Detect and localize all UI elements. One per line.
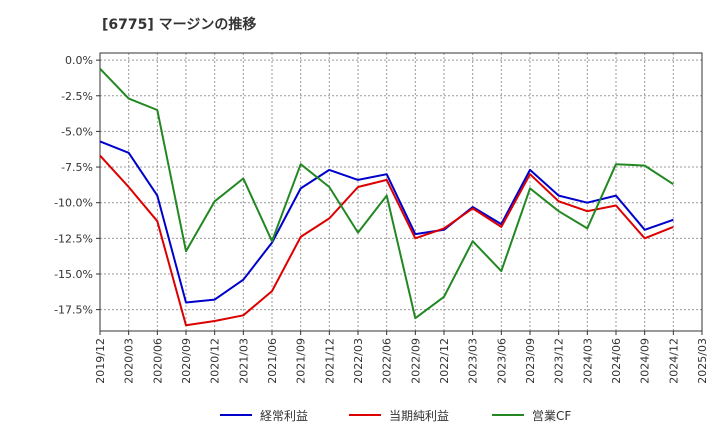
x-tick-label: 2021/06: [266, 338, 279, 384]
y-tick-label: -7.5%: [61, 161, 93, 174]
x-tick-label: 2020/09: [180, 338, 193, 384]
legend-label: 当期純利益: [389, 409, 449, 423]
x-tick-label: 2024/09: [639, 338, 652, 384]
x-tick-label: 2022/06: [381, 338, 394, 384]
x-tick-label: 2021/12: [323, 338, 336, 384]
x-tick-label: 2023/09: [524, 338, 537, 384]
y-tick-label: 0.0%: [65, 54, 93, 67]
legend-label: 営業CF: [532, 409, 571, 423]
series-lines: [99, 68, 674, 327]
x-tick-label: 2024/12: [667, 338, 680, 384]
y-tick-label: -2.5%: [61, 90, 93, 103]
x-tick-label: 2020/12: [209, 338, 222, 384]
x-tick-label: 2024/03: [581, 338, 594, 384]
x-tick-label: 2023/06: [495, 338, 508, 384]
series-line-1: [99, 140, 674, 304]
x-tick-label: 2025/03: [696, 338, 709, 384]
x-tick-label: 2023/03: [467, 338, 480, 384]
series-line-2: [99, 154, 674, 327]
y-tick-label: -10.0%: [54, 197, 93, 210]
x-tick-label: 2023/12: [553, 338, 566, 384]
x-tick-label: 2024/06: [610, 338, 623, 384]
y-axis-ticks: 0.0% -2.5% -5.0% -7.5% -10.0% -12.5% -15.0% -17…: [54, 54, 100, 317]
legend-label: 経常利益: [260, 409, 308, 423]
x-tick-label: 2021/09: [295, 338, 308, 384]
grid-lines: [100, 53, 702, 331]
x-tick-label: 2022/12: [438, 338, 451, 384]
y-tick-label: -5.0%: [61, 125, 93, 138]
legend: 経常利益 当期純利益 営業CF: [220, 409, 571, 423]
x-tick-label: 2020/06: [151, 338, 164, 384]
x-tick-label: 2021/03: [237, 338, 250, 384]
x-axis-ticks: 2019/12 2020/03 2020/06 2020/09 2020/12 2021/…: [94, 331, 709, 384]
y-tick-label: -12.5%: [54, 232, 93, 245]
x-tick-label: 2022/03: [352, 338, 365, 384]
y-tick-label: -17.5%: [54, 304, 93, 317]
chart-title: [6775] マージンの推移: [102, 17, 257, 33]
x-tick-label: 2019/12: [94, 338, 107, 384]
x-tick-label: 2022/09: [409, 338, 422, 384]
y-tick-label: -15.0%: [54, 268, 93, 281]
series-line-3: [99, 68, 674, 320]
plot-area-frame: [99, 52, 703, 332]
x-tick-label: 2020/03: [123, 338, 136, 384]
